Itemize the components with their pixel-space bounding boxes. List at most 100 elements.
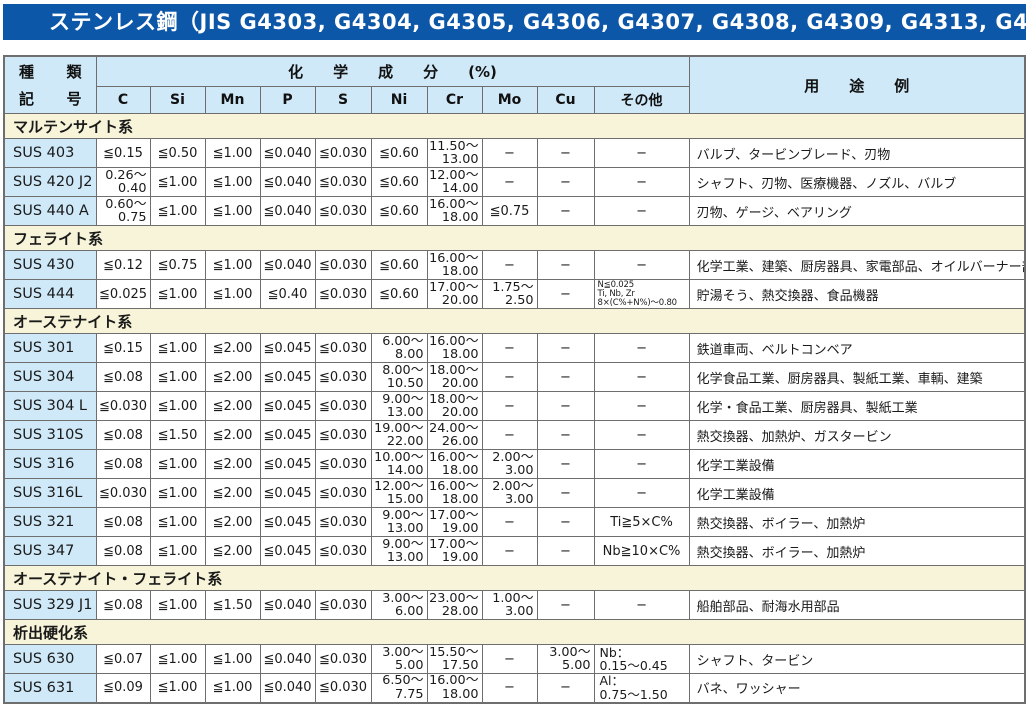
- chem-cell-si: ≦1.00: [149, 478, 206, 508]
- header-col-cr: Cr: [426, 86, 483, 114]
- header-use-examples: 用 途 例: [688, 55, 1026, 114]
- table-row: SUS 321 ≦0.08 ≦1.00 ≦2.00 ≦0.045 ≦0.030 9.00～ …: [3, 507, 1026, 537]
- chem-cell-si: ≦1.00: [149, 673, 206, 703]
- chem-cell-ni: 9.00～ 13.00: [370, 391, 428, 421]
- chem-cell-s: ≦0.030: [314, 673, 372, 703]
- chem-cell-ni: 12.00～ 15.00: [370, 478, 428, 508]
- chem-cell-s: ≦0.030: [314, 250, 372, 280]
- header-kind-label: 種 類: [19, 63, 82, 81]
- table-row: SUS 630 ≦0.07 ≦1.00 ≦1.00 ≦0.040 ≦0.030 3.00～ …: [3, 644, 1026, 674]
- table-row: SUS 420 J2 0.26～ 0.40 ≦1.00 ≦1.00 ≦0.040 ≦0.0…: [3, 167, 1026, 197]
- table-body: マルテンサイト系 SUS 403 ≦0.15 ≦0.50 ≦1.00 ≦0.040 ≦0.0…: [3, 113, 1026, 703]
- grade-cell: SUS 440 A: [3, 196, 97, 226]
- chem-cell-cu: −: [536, 673, 595, 703]
- use-cell: 熱交換器、加熱炉、ガスタービン: [688, 420, 1026, 450]
- chem-cell-cu: −: [536, 590, 595, 620]
- chem-cell-s: ≦0.030: [314, 478, 372, 508]
- chem-cell-p: ≦0.040: [259, 250, 316, 280]
- table-row: SUS 440 A 0.60～ 0.75 ≦1.00 ≦1.00 ≦0.040 ≦0.03…: [3, 196, 1026, 226]
- chem-cell-mn: ≦2.00: [204, 362, 261, 392]
- chem-cell-ni: 6.50～ 7.75: [370, 673, 428, 703]
- grade-cell: SUS 430: [3, 250, 97, 280]
- use-cell: バネ、ワッシャー: [688, 673, 1026, 703]
- section-row: オーステナイト・フェライト系: [3, 565, 1026, 591]
- page-title: ステンレス鋼（JIS G4303, G4304, G4305, G4306, G…: [49, 10, 1029, 34]
- chem-cell-si: ≦1.00: [149, 391, 206, 421]
- chem-cell-s: ≦0.030: [314, 507, 372, 537]
- chem-cell-c: ≦0.025: [95, 279, 151, 309]
- use-cell: 熱交換器、ボイラー、加熱炉: [688, 507, 1026, 537]
- chem-cell-p: ≦0.045: [259, 391, 316, 421]
- chem-cell-s: ≦0.030: [314, 362, 372, 392]
- chem-cell-cr: 12.00～ 14.00: [426, 167, 483, 197]
- chem-cell-ni: ≦0.60: [370, 196, 428, 226]
- use-cell: 化学食品工業、厨房器具、製紙工業、車輌、建築: [688, 362, 1026, 392]
- chem-cell-cu: −: [536, 333, 595, 363]
- grade-cell: SUS 304 L: [3, 391, 97, 421]
- section-title: マルテンサイト系: [3, 113, 1026, 139]
- chem-cell-cr: 16.00～ 18.00: [426, 478, 483, 508]
- chem-cell-mo: −: [481, 167, 538, 197]
- grade-cell: SUS 316L: [3, 478, 97, 508]
- chem-cell-cu: −: [536, 250, 595, 280]
- chem-cell-mn: ≦1.50: [204, 590, 261, 620]
- chem-cell-cr: 17.00～ 20.00: [426, 279, 483, 309]
- chem-cell-cu: −: [536, 420, 595, 450]
- chem-cell-c: 0.26～ 0.40: [95, 167, 151, 197]
- chem-cell-p: ≦0.045: [259, 507, 316, 537]
- table-row: SUS 430 ≦0.12 ≦0.75 ≦1.00 ≦0.040 ≦0.030 ≦0.60 1…: [3, 250, 1026, 280]
- chem-cell-cr: 15.50～ 17.50: [426, 644, 483, 674]
- table-row: SUS 310S ≦0.08 ≦1.50 ≦2.00 ≦0.045 ≦0.030 19.00…: [3, 420, 1026, 450]
- chem-cell-c: ≦0.08: [95, 362, 151, 392]
- grade-cell: SUS 420 J2: [3, 167, 97, 197]
- table-row: SUS 403 ≦0.15 ≦0.50 ≦1.00 ≦0.040 ≦0.030 ≦0.60 1…: [3, 138, 1026, 168]
- grade-cell: SUS 329 J1: [3, 590, 97, 620]
- table-row: SUS 304 L ≦0.030 ≦1.00 ≦2.00 ≦0.045 ≦0.030 9.0…: [3, 391, 1026, 421]
- section-row: フェライト系: [3, 225, 1026, 251]
- chem-cell-cu: −: [536, 536, 595, 566]
- chem-cell-si: ≦1.00: [149, 196, 206, 226]
- chem-cell-mn: ≦2.00: [204, 420, 261, 450]
- chem-cell-other: −: [593, 250, 690, 280]
- chem-cell-mn: ≦1.00: [204, 167, 261, 197]
- chem-cell-mn: ≦2.00: [204, 536, 261, 566]
- chem-cell-si: ≦1.00: [149, 333, 206, 363]
- chem-cell-other: Nb： 0.15～0.45: [593, 644, 690, 674]
- chem-cell-other: −: [593, 167, 690, 197]
- chem-cell-other: −: [593, 420, 690, 450]
- chem-cell-mo: −: [481, 420, 538, 450]
- table-row: SUS 316 ≦0.08 ≦1.00 ≦2.00 ≦0.045 ≦0.030 10.00～…: [3, 449, 1026, 479]
- chem-cell-other: −: [593, 449, 690, 479]
- use-cell: 船舶部品、耐海水用部品: [688, 590, 1026, 620]
- header-col-mn: Mn: [204, 86, 261, 114]
- chem-cell-cr: 18.00～ 20.00: [426, 362, 483, 392]
- use-cell: バルブ、タービンブレード、刃物: [688, 138, 1026, 168]
- chem-cell-si: ≦0.75: [149, 250, 206, 280]
- chem-cell-cr: 23.00～ 28.00: [426, 590, 483, 620]
- header-col-ni: Ni: [370, 86, 428, 114]
- chem-cell-p: ≦0.040: [259, 196, 316, 226]
- chem-cell-other: −: [593, 478, 690, 508]
- chem-cell-mo: −: [481, 362, 538, 392]
- chem-cell-si: ≦1.00: [149, 279, 206, 309]
- chem-cell-ni: 19.00～ 22.00: [370, 420, 428, 450]
- chem-cell-si: ≦0.50: [149, 138, 206, 168]
- chem-cell-mo: 1.75～ 2.50: [481, 279, 538, 309]
- chem-cell-mo: 2.00～ 3.00: [481, 478, 538, 508]
- chem-cell-ni: 9.00～ 13.00: [370, 507, 428, 537]
- chem-cell-si: ≦1.00: [149, 590, 206, 620]
- chem-cell-cu: −: [536, 362, 595, 392]
- chem-cell-c: ≦0.08: [95, 420, 151, 450]
- chem-cell-cu: −: [536, 478, 595, 508]
- section-title: 析出硬化系: [3, 619, 1026, 645]
- chem-cell-p: ≦0.045: [259, 478, 316, 508]
- header-kind-symbol: 種 類 記 号: [3, 55, 97, 114]
- table-row: SUS 316L ≦0.030 ≦1.00 ≦2.00 ≦0.045 ≦0.030 12.0…: [3, 478, 1026, 508]
- chem-cell-cu: −: [536, 391, 595, 421]
- table-row: SUS 329 J1 ≦0.08 ≦1.00 ≦1.50 ≦0.040 ≦0.030 3.0…: [3, 590, 1026, 620]
- chem-cell-other: −: [593, 362, 690, 392]
- chem-cell-mo: −: [481, 391, 538, 421]
- chem-cell-mo: −: [481, 507, 538, 537]
- chem-cell-ni: 3.00～ 6.00: [370, 590, 428, 620]
- section-row: オーステナイト系: [3, 308, 1026, 334]
